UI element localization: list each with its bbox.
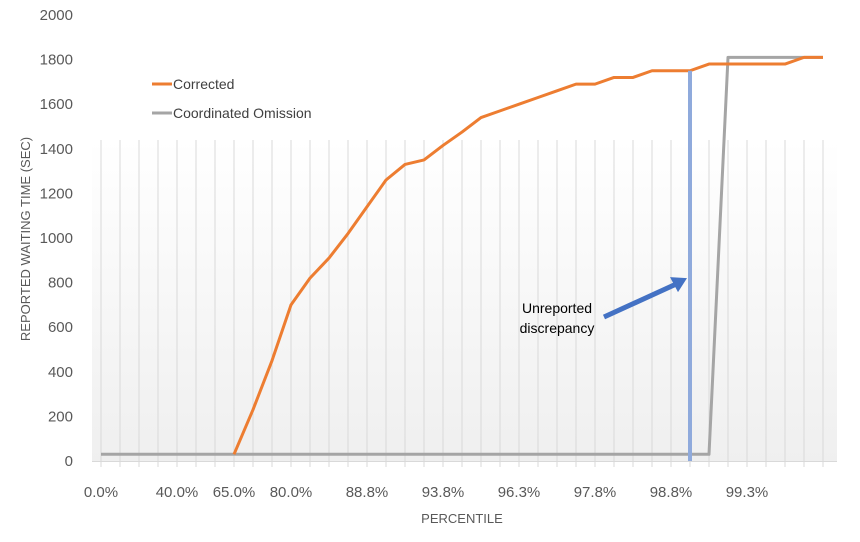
annotation-arrow: [602, 281, 678, 320]
x-tick-label: 97.8%: [574, 484, 617, 501]
series-line-corrected: [232, 55, 823, 455]
x-tick-label: 65.0%: [213, 484, 256, 501]
x-tick-label: 93.8%: [422, 484, 465, 501]
y-tick-label: 200: [48, 408, 73, 425]
y-tick-label: 2000: [40, 7, 73, 24]
x-tick-label: 99.3%: [726, 484, 769, 501]
annotation-text: Unreported: [522, 300, 592, 316]
y-tick-label: 1400: [40, 141, 73, 158]
x-tick-label: 0.0%: [84, 484, 118, 501]
y-tick-label: 1800: [40, 52, 73, 69]
y-tick-label: 400: [48, 364, 73, 381]
plot-area: [92, 140, 837, 462]
x-tick-label: 40.0%: [156, 484, 199, 501]
legend-label-corrected: Corrected: [173, 76, 234, 92]
x-tick-label: 98.8%: [650, 484, 693, 501]
annotation-text: discrepancy: [520, 320, 595, 336]
x-tick-label: 80.0%: [270, 484, 313, 501]
series-line-coordinated-omission: [101, 55, 823, 456]
y-tick-label: 1000: [40, 230, 73, 247]
x-tick-label: 88.8%: [346, 484, 389, 501]
y-tick-label: 0: [65, 453, 73, 470]
arrow-head-icon: [670, 277, 687, 293]
x-axis-title: PERCENTILE: [421, 511, 503, 526]
legend-label-coordinated-omission: Coordinated Omission: [173, 105, 312, 121]
y-tick-label: 600: [48, 319, 73, 336]
y-tick-label: 800: [48, 275, 73, 292]
y-tick-label: 1600: [40, 96, 73, 113]
x-tick-label: 96.3%: [498, 484, 541, 501]
y-tick-label: 1200: [40, 185, 73, 202]
y-axis-title: REPORTED WAITING TIME (SEC): [18, 137, 33, 341]
legend: Corrected Coordinated Omission: [152, 76, 312, 121]
